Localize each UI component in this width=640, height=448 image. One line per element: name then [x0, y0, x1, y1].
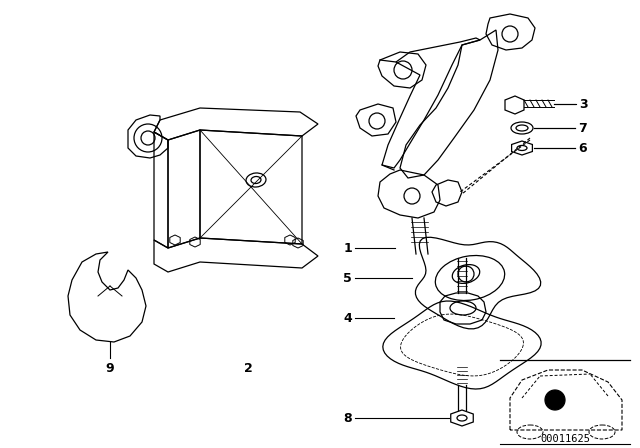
Text: 9: 9: [106, 362, 115, 375]
Text: 1: 1: [343, 241, 352, 254]
Text: 2: 2: [244, 362, 252, 375]
Text: 6: 6: [578, 142, 587, 155]
Text: 00011625: 00011625: [540, 434, 590, 444]
Text: 7: 7: [578, 121, 587, 134]
Circle shape: [545, 390, 565, 410]
Text: 5: 5: [343, 271, 352, 284]
Text: 3: 3: [579, 98, 588, 111]
Text: 4: 4: [343, 311, 352, 324]
Text: 8: 8: [344, 412, 352, 425]
